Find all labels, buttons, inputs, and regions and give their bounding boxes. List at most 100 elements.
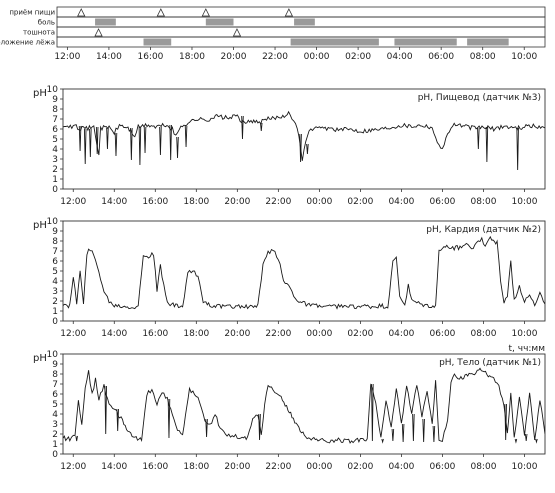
x-tick-label: 14:00 — [101, 462, 127, 472]
event-x-tick-label: 10:00 — [511, 52, 537, 62]
x-tick-label: 20:00 — [224, 329, 250, 339]
ph-spike — [299, 133, 302, 163]
ph-spike — [205, 418, 208, 438]
event-row-frame — [56, 6, 546, 18]
event-interval-bar — [290, 38, 379, 46]
ph-spike — [83, 128, 87, 165]
plot-frame — [62, 88, 546, 190]
y-tick-label: 6 — [52, 257, 58, 267]
event-row-label: приём пищи — [9, 9, 55, 17]
y-tick-label: 8 — [52, 105, 58, 115]
plot-frame — [62, 353, 546, 455]
x-tick-label: 18:00 — [183, 462, 209, 472]
x-tick-label: 06:00 — [429, 197, 455, 207]
event-triangle-marker — [156, 8, 165, 17]
y-tick-label: 2 — [52, 165, 58, 175]
x-tick-label: 16:00 — [142, 462, 168, 472]
y-tick-label: 3 — [52, 420, 58, 430]
x-tick-label: 20:00 — [224, 462, 250, 472]
ph-spike — [535, 438, 538, 444]
ph-spike — [412, 413, 415, 442]
ph-spike — [391, 428, 395, 442]
x-tick-label: 14:00 — [101, 329, 127, 339]
x-tick-label: 08:00 — [470, 329, 496, 339]
y-tick-label: 7 — [52, 380, 58, 390]
x-tick-label: 04:00 — [388, 462, 414, 472]
x-tick-label: 10:00 — [512, 197, 538, 207]
x-tick-label: 12:00 — [60, 197, 86, 207]
x-tick-label: 00:00 — [306, 197, 332, 207]
y-tick-label: 2 — [52, 430, 58, 440]
y-tick-label: 4 — [52, 410, 58, 420]
x-tick-label: 06:00 — [429, 462, 455, 472]
event-interval-bar — [205, 18, 234, 26]
plot-title: pH, Пищевод (датчик №3) — [418, 93, 541, 103]
ph-spike — [258, 413, 261, 441]
event-interval-bar — [95, 18, 116, 26]
event-x-tick-label: 04:00 — [387, 52, 413, 62]
x-tick-label: 02:00 — [347, 329, 373, 339]
y-tick-label: 1 — [52, 440, 58, 450]
y-tick-label: 3 — [52, 155, 58, 165]
event-triangle-marker — [284, 8, 294, 17]
y-tick-label: 10 — [47, 85, 59, 95]
event-x-tick-label: 08:00 — [470, 52, 496, 62]
x-tick-label: 16:00 — [142, 329, 168, 339]
y-tick-label: 0 — [52, 317, 58, 327]
event-x-tick-label: 02:00 — [345, 52, 371, 62]
ph-spike — [143, 126, 147, 154]
ph-spike — [114, 132, 118, 157]
ph-spike — [260, 122, 263, 132]
y-tick-label: 8 — [52, 370, 58, 380]
ph-spike — [306, 143, 309, 155]
plot-title: pH, Тело (датчик №1) — [439, 358, 541, 368]
y-tick-label: 3 — [52, 287, 58, 297]
y-tick-label: 4 — [52, 145, 58, 155]
ph-spike — [106, 127, 109, 150]
y-tick-label: 9 — [52, 360, 58, 370]
ph-trace — [63, 110, 545, 161]
event-x-tick-label: 22:00 — [262, 52, 288, 62]
event-row-label: положение лёжа — [0, 39, 55, 47]
y-axis-label: pH — [33, 353, 47, 364]
ph-spike — [176, 136, 179, 159]
ph-spike — [485, 126, 489, 163]
x-tick-label: 08:00 — [470, 462, 496, 472]
y-tick-label: 6 — [52, 125, 58, 135]
x-tick-label: 08:00 — [470, 197, 496, 207]
ph-spike — [95, 126, 99, 155]
ph-spike — [159, 126, 162, 156]
ph-spike — [432, 425, 436, 443]
y-tick-label: 9 — [52, 95, 58, 105]
event-interval-bar — [294, 18, 315, 26]
event-x-tick-label: 00:00 — [304, 52, 330, 62]
plot-title: pH, Кардия (датчик №2) — [426, 225, 541, 235]
x-tick-label: 04:00 — [388, 197, 414, 207]
ph-spike — [184, 125, 188, 148]
x-tick-label: 10:00 — [512, 329, 538, 339]
event-interval-bar — [467, 38, 509, 46]
y-tick-label: 7 — [52, 247, 58, 257]
y-tick-label: 9 — [52, 227, 58, 237]
x-tick-label: 20:00 — [224, 197, 250, 207]
x-tick-label: 10:00 — [512, 462, 538, 472]
ph-trace — [63, 367, 545, 444]
event-x-tick-label: 06:00 — [428, 52, 454, 62]
y-axis-label: pH — [33, 88, 47, 99]
ph-spike — [116, 408, 119, 432]
y-tick-label: 1 — [52, 307, 58, 317]
x-tick-label: 02:00 — [347, 462, 373, 472]
x-tick-label: 12:00 — [60, 329, 86, 339]
x-tick-label: 06:00 — [429, 329, 455, 339]
x-tick-label: 04:00 — [388, 329, 414, 339]
ph-spike — [381, 438, 384, 444]
y-tick-label: 1 — [52, 175, 58, 185]
x-tick-label: 02:00 — [347, 197, 373, 207]
y-tick-label: 7 — [52, 115, 58, 125]
x-tick-label: 00:00 — [306, 329, 332, 339]
event-x-tick-label: 20:00 — [221, 52, 247, 62]
event-row-frame — [56, 26, 546, 38]
ph-spike — [477, 127, 480, 150]
